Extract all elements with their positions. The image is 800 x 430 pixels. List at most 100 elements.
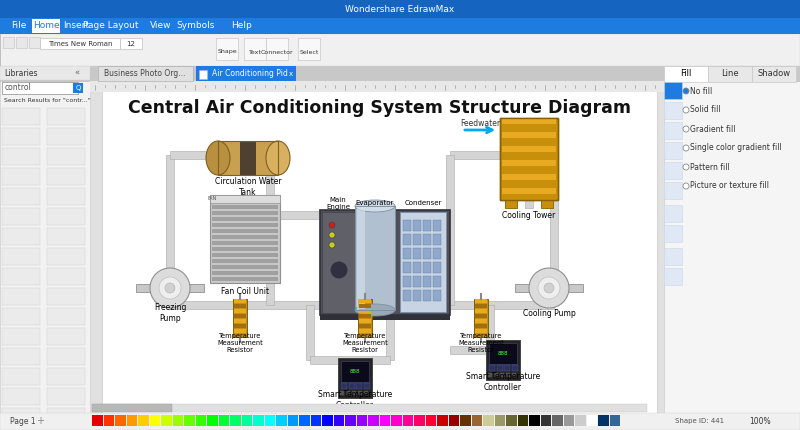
- Bar: [413, 262, 421, 273]
- Circle shape: [529, 268, 569, 308]
- Circle shape: [329, 232, 335, 238]
- Text: 12: 12: [126, 40, 135, 46]
- Bar: [502, 139, 556, 145]
- Text: Temperature
Measurement
Resistor: Temperature Measurement Resistor: [458, 333, 504, 353]
- Bar: [47, 108, 85, 125]
- Bar: [437, 415, 447, 426]
- Bar: [266, 155, 274, 305]
- Bar: [126, 415, 137, 426]
- Bar: [518, 415, 528, 426]
- Bar: [0, 66, 90, 80]
- Bar: [541, 415, 551, 426]
- Text: Help: Help: [230, 22, 251, 31]
- Bar: [349, 383, 354, 389]
- Bar: [299, 415, 310, 426]
- Bar: [2, 208, 40, 225]
- Text: Symbols: Symbols: [177, 22, 215, 31]
- Bar: [216, 38, 238, 60]
- Bar: [2, 248, 40, 265]
- Bar: [403, 234, 411, 245]
- Bar: [47, 148, 85, 165]
- Bar: [488, 373, 492, 377]
- Bar: [92, 415, 102, 426]
- Bar: [471, 415, 482, 426]
- Bar: [196, 66, 296, 81]
- Text: Pattern fill: Pattern fill: [690, 163, 730, 172]
- Bar: [403, 220, 411, 231]
- Bar: [212, 229, 278, 233]
- Bar: [2, 388, 40, 405]
- Text: Central Air Conditioning System Structure Diagram: Central Air Conditioning System Structur…: [129, 99, 631, 117]
- Bar: [500, 373, 504, 377]
- Ellipse shape: [206, 141, 230, 175]
- Bar: [359, 314, 371, 318]
- Bar: [363, 383, 370, 389]
- Bar: [664, 268, 682, 285]
- Bar: [47, 248, 85, 265]
- Bar: [511, 365, 518, 371]
- Bar: [357, 206, 365, 310]
- Text: Freezing
Pump: Freezing Pump: [154, 303, 186, 322]
- Bar: [563, 415, 574, 426]
- Bar: [664, 142, 682, 159]
- Bar: [320, 315, 450, 320]
- Bar: [403, 248, 411, 259]
- Bar: [2, 348, 40, 365]
- Bar: [400, 212, 446, 312]
- Bar: [358, 299, 372, 337]
- Bar: [433, 276, 441, 287]
- Bar: [218, 141, 278, 175]
- Bar: [136, 284, 152, 292]
- Bar: [90, 81, 665, 92]
- Bar: [460, 415, 470, 426]
- Text: Select: Select: [299, 49, 318, 55]
- Bar: [433, 234, 441, 245]
- Bar: [212, 205, 278, 209]
- Bar: [170, 151, 270, 159]
- Bar: [664, 205, 682, 222]
- Bar: [0, 413, 800, 430]
- Bar: [345, 415, 355, 426]
- Bar: [403, 262, 411, 273]
- Bar: [298, 38, 320, 60]
- Bar: [423, 220, 431, 231]
- Bar: [276, 415, 286, 426]
- Bar: [567, 284, 583, 292]
- Bar: [320, 210, 450, 315]
- Bar: [355, 206, 395, 310]
- Bar: [47, 308, 85, 325]
- Bar: [161, 415, 171, 426]
- Text: Text: Text: [249, 49, 262, 55]
- Bar: [475, 329, 487, 333]
- Bar: [2, 148, 40, 165]
- Text: Page 1: Page 1: [10, 417, 36, 426]
- Bar: [359, 299, 371, 303]
- Bar: [184, 415, 194, 426]
- Bar: [2, 188, 40, 205]
- Text: Q: Q: [75, 85, 81, 91]
- Circle shape: [683, 183, 689, 189]
- Bar: [240, 141, 256, 175]
- Bar: [423, 262, 431, 273]
- Bar: [494, 415, 505, 426]
- Text: 100%: 100%: [749, 417, 771, 426]
- Text: Picture or texture fill: Picture or texture fill: [690, 181, 769, 190]
- Bar: [2, 82, 78, 94]
- Text: Home: Home: [33, 22, 59, 31]
- Bar: [391, 415, 402, 426]
- Bar: [2, 408, 40, 425]
- Bar: [426, 415, 436, 426]
- Bar: [575, 415, 586, 426]
- Bar: [73, 83, 83, 93]
- Bar: [664, 66, 800, 426]
- Bar: [2, 168, 40, 185]
- Bar: [2, 268, 40, 285]
- Bar: [752, 66, 796, 82]
- Text: Smart Temperature
Controller: Smart Temperature Controller: [318, 390, 392, 410]
- Bar: [0, 0, 800, 18]
- Bar: [115, 415, 126, 426]
- Bar: [102, 90, 657, 416]
- Text: Business Photo Org...: Business Photo Org...: [104, 69, 186, 78]
- Bar: [3, 37, 14, 48]
- Text: Times New Roman: Times New Roman: [48, 40, 112, 46]
